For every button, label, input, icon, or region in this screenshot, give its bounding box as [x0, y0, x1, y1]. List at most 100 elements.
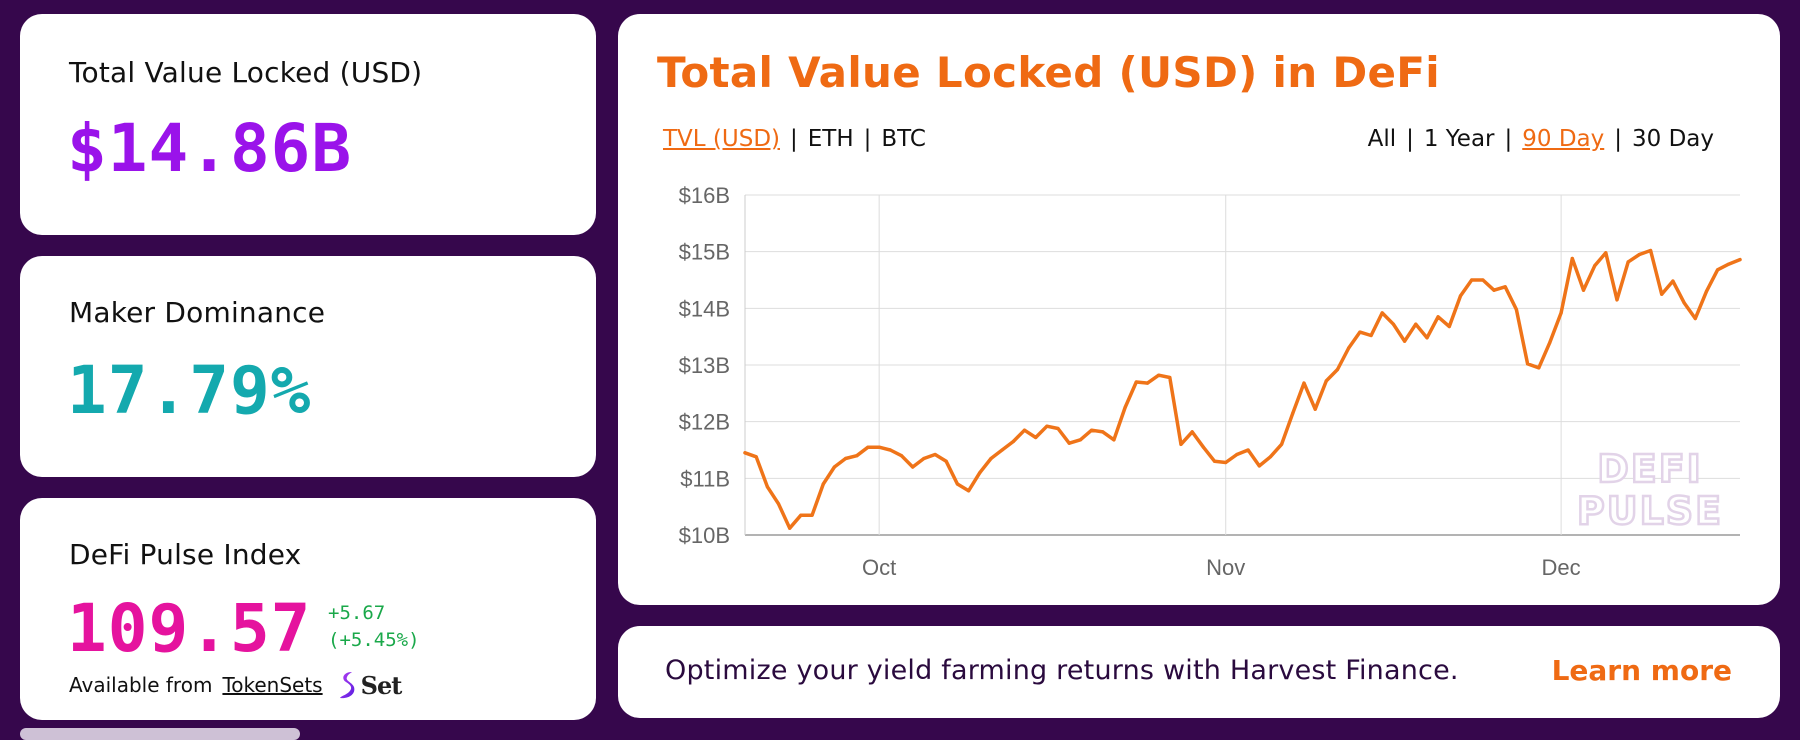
tvl-data-point	[1011, 439, 1015, 444]
x-tick-label: Oct	[862, 555, 896, 580]
maker-dominance-value: 17.79%	[67, 352, 312, 429]
tvl-data-point	[855, 454, 859, 458]
tvl-data-point	[1704, 289, 1709, 293]
tvl-data-point	[1213, 459, 1217, 463]
tvl-data-point	[978, 471, 982, 475]
tvl-data-point	[1369, 333, 1373, 338]
tvl-data-point	[1201, 445, 1205, 449]
x-tick-label: Dec	[1542, 555, 1581, 580]
tvl-data-point	[1604, 251, 1608, 255]
range-90-day[interactable]: 90 Day	[1522, 126, 1605, 152]
tvl-data-point	[1593, 264, 1597, 268]
tvl-data-point	[1268, 455, 1272, 459]
tvl-value: $14.86B	[67, 110, 353, 187]
tvl-data-point	[1168, 375, 1172, 380]
tvl-data-point	[1391, 322, 1395, 326]
toggle-tvl-usd[interactable]: TVL (USD)	[663, 126, 780, 152]
tvl-data-point	[1280, 442, 1284, 446]
tvl-series-line	[743, 248, 1742, 530]
tvl-data-point	[922, 456, 926, 461]
y-tick-label: $10B	[679, 523, 730, 548]
y-tick-label: $11B	[680, 466, 730, 491]
tokensets-link[interactable]: TokenSets	[222, 673, 323, 697]
learn-more-link[interactable]: Learn more	[1551, 654, 1732, 687]
toggle-separator: |	[1504, 126, 1513, 152]
chart-title: Total Value Locked (USD) in DeFi	[657, 48, 1440, 97]
y-tick-label: $15B	[679, 240, 730, 265]
tvl-data-point	[888, 448, 892, 452]
tvl-label: Total Value Locked (USD)	[69, 56, 423, 89]
tvl-data-point	[1034, 435, 1038, 440]
tvl-data-point	[765, 485, 769, 489]
tvl-data-point	[743, 451, 747, 455]
tvl-data-point	[1090, 428, 1094, 432]
tvl-data-point	[1145, 381, 1150, 385]
dpi-availability: Available from TokenSets Set	[69, 670, 402, 700]
tvl-data-point	[866, 445, 870, 449]
tvl-data-point	[1291, 411, 1295, 415]
tvl-data-point	[1637, 252, 1641, 257]
y-tick-label: $13B	[679, 353, 730, 378]
toggle-btc[interactable]: BTC	[881, 126, 926, 152]
tvl-data-point	[1179, 442, 1183, 446]
dpi-change-percent: (+5.45%)	[328, 629, 420, 651]
tvl-data-point	[1626, 260, 1630, 264]
tvl-data-point	[1693, 316, 1697, 321]
tvl-data-point	[1716, 268, 1720, 272]
tvl-data-point	[1682, 301, 1686, 305]
range-toggle-group: All | 1 Year | 90 Day | 30 Day	[1368, 126, 1714, 152]
tvl-data-point	[1514, 307, 1518, 312]
tvl-data-point	[1257, 464, 1261, 468]
tvl-data-point	[1403, 339, 1407, 343]
tvl-data-point	[1123, 405, 1127, 410]
tvl-data-point	[1045, 424, 1049, 428]
tvl-data-point	[1447, 324, 1451, 329]
tvl-data-point	[933, 452, 937, 457]
tvl-data-point	[1056, 426, 1060, 431]
toggle-eth[interactable]: ETH	[807, 126, 854, 152]
tvl-data-point	[955, 482, 959, 486]
toggle-separator: |	[790, 126, 798, 152]
tvl-data-point	[1503, 285, 1507, 289]
tvl-data-point	[1671, 279, 1675, 283]
tvl-data-point	[1347, 346, 1351, 350]
tvl-data-point	[1235, 452, 1239, 457]
tvl-data-point	[1615, 298, 1619, 302]
tvl-data-point	[1067, 441, 1071, 445]
available-from-text: Available from	[69, 673, 213, 697]
tvl-data-point	[899, 454, 904, 458]
tvl-data-point	[911, 465, 915, 469]
promo-banner: Optimize your yield farming returns with…	[618, 626, 1780, 718]
defi-pulse-watermark: DEFI	[1597, 447, 1703, 491]
tvl-data-point	[1190, 430, 1194, 434]
toggle-separator: |	[1406, 126, 1414, 152]
tvl-data-point	[810, 513, 814, 517]
dpi-change-absolute: +5.67	[328, 602, 386, 624]
range-all[interactable]: All	[1367, 126, 1397, 152]
tvl-data-point	[1134, 380, 1138, 384]
y-tick-label: $16B	[679, 183, 730, 208]
bottom-card-glow	[20, 728, 300, 740]
tvl-data-point	[989, 456, 993, 461]
toggle-separator: |	[1614, 126, 1622, 152]
tvl-data-point	[1458, 294, 1463, 298]
tvl-data-point	[1470, 278, 1474, 282]
x-tick-label: Nov	[1206, 555, 1245, 580]
tvl-data-point	[1436, 315, 1440, 319]
range-1-year[interactable]: 1 Year	[1423, 126, 1495, 152]
range-30-day[interactable]: 30 Day	[1632, 126, 1714, 152]
tvl-data-point	[1246, 448, 1250, 452]
tvl-data-point	[1000, 448, 1004, 452]
tvl-data-point	[1302, 381, 1306, 385]
defi-pulse-index-card: DeFi Pulse Index 109.57 +5.67 (+5.45%) A…	[20, 498, 596, 720]
tvl-data-point	[1022, 428, 1027, 432]
tvl-data-point	[1335, 367, 1340, 372]
set-logo[interactable]: Set	[337, 670, 402, 700]
tvl-data-point	[844, 456, 848, 461]
tvl-data-point	[776, 502, 781, 506]
dpi-value: 109.57	[67, 590, 312, 667]
maker-dominance-card: Maker Dominance 17.79%	[20, 256, 596, 477]
set-logo-icon	[339, 672, 354, 699]
tvl-data-point	[799, 513, 803, 517]
